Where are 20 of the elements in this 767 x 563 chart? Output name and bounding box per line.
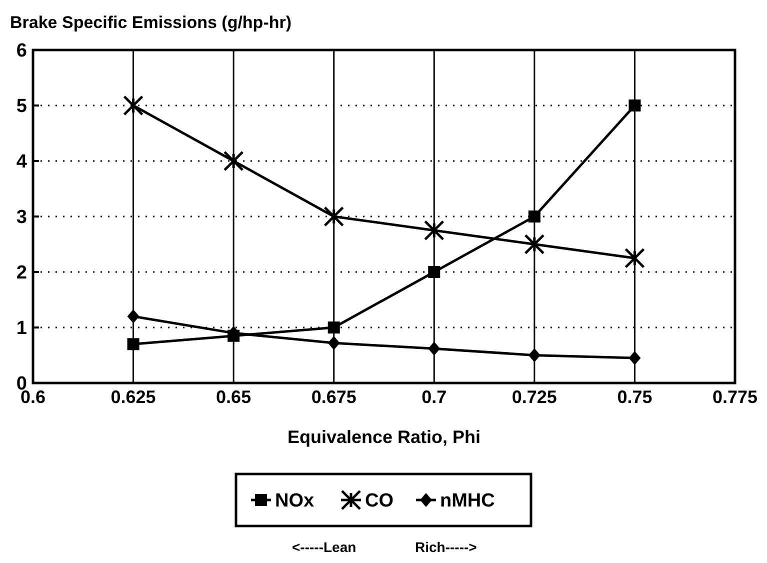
y-tick-label: 3 bbox=[16, 207, 27, 228]
y-tick-label: 1 bbox=[16, 318, 28, 340]
text: <-----Lean bbox=[292, 539, 356, 555]
x-tick-label: 0.725 bbox=[512, 387, 557, 407]
y-tick-label: 4 bbox=[16, 152, 28, 173]
chart-title: Brake Specific Emissions (g/hp-hr) bbox=[10, 13, 292, 32]
x-tick-label: 0.775 bbox=[712, 387, 758, 407]
x-tick-label: 0.7 bbox=[422, 387, 447, 407]
x-tick-label: 0.75 bbox=[617, 387, 652, 407]
legend-label: CO bbox=[365, 490, 394, 512]
x-axis-title: Equivalence Ratio, Phi bbox=[287, 427, 481, 447]
legend-label: NOx bbox=[275, 490, 314, 512]
y-tick-label: 6 bbox=[16, 40, 27, 62]
legend-label: nMHC bbox=[440, 490, 496, 512]
text: Rich-----> bbox=[415, 539, 477, 555]
y-tick-label: 2 bbox=[16, 262, 27, 284]
y-tick-label: 5 bbox=[16, 96, 28, 118]
x-tick-label: 0.65 bbox=[216, 387, 252, 407]
x-tick-label: 0.675 bbox=[311, 387, 356, 407]
x-tick-label: 0.625 bbox=[110, 387, 156, 407]
